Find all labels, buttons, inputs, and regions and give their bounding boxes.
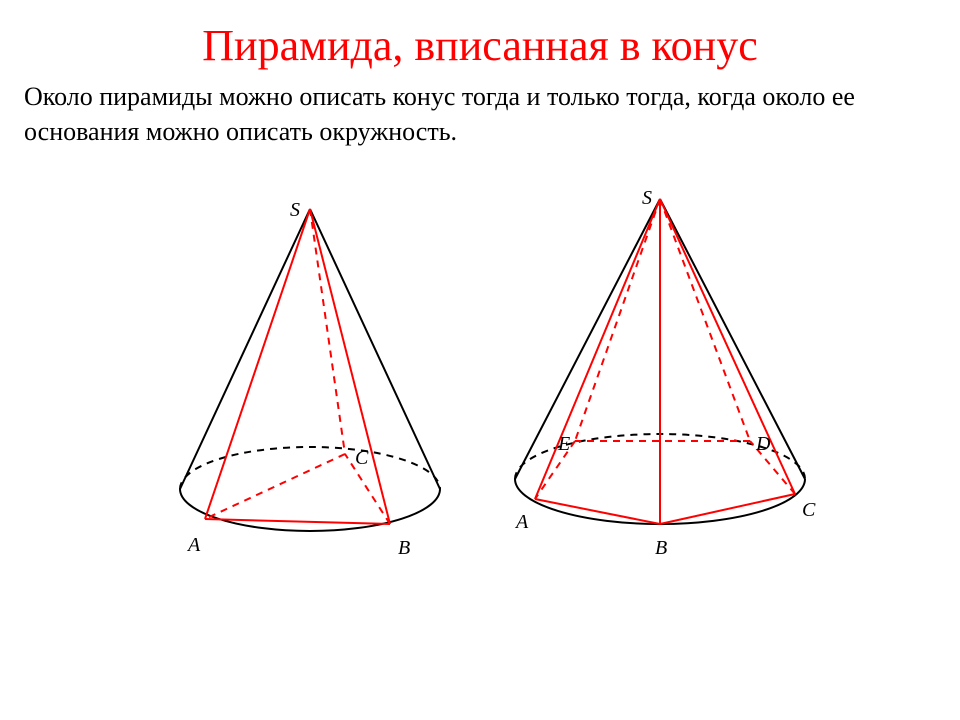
- vertex-label-S: S: [290, 199, 300, 222]
- vertex-label-S: S: [642, 187, 652, 210]
- vertex-label-E: E: [558, 433, 570, 456]
- vertex-label-C: C: [355, 447, 368, 470]
- vertex-label-C: C: [802, 499, 815, 522]
- vertex-label-A: A: [188, 534, 200, 557]
- vertex-label-B: B: [398, 537, 410, 560]
- vertex-label-B: B: [655, 537, 667, 560]
- figures-area: S A B C S A B C D E: [0, 149, 960, 669]
- figure-cone-pentagon: [500, 179, 820, 589]
- figure-cone-triangle: [160, 189, 460, 589]
- vertex-label-D: D: [756, 433, 770, 456]
- theorem-text: Около пирамиды можно описать конус тогда…: [0, 71, 960, 149]
- vertex-label-A: A: [516, 511, 528, 534]
- page-title: Пирамида, вписанная в конус: [0, 0, 960, 71]
